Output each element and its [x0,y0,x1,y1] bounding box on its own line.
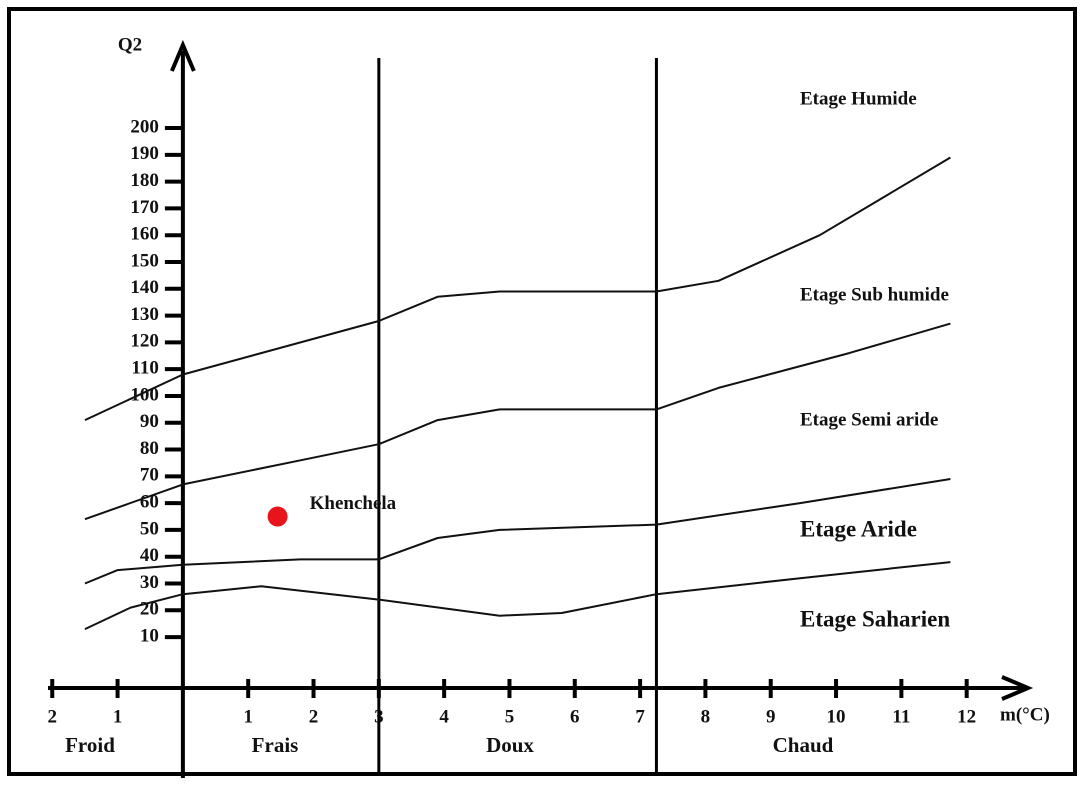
zone-label: Doux [486,733,534,757]
y-tick-label: 40 [140,545,159,566]
x-tick-label: 9 [766,706,776,727]
y-tick-label: 90 [140,411,159,432]
y-tick-label: 180 [130,170,159,191]
y-axis-label: Q2 [118,34,142,55]
y-tick-label: 160 [130,224,159,245]
y-tick-label: 200 [130,116,159,137]
x-axis-label: m(°C) [1000,704,1050,725]
boundary-curve [84,156,951,422]
y-tick-label: 10 [140,625,159,646]
y-tick-label: 60 [140,491,159,512]
zone-label: Chaud [773,733,834,757]
stage-label: Etage Semi aride [800,409,938,430]
x-tick-label: 4 [439,706,449,727]
x-tick-label: 11 [892,706,910,727]
station-point [267,506,288,527]
y-tick-label: 150 [130,250,159,271]
x-tick-label: 7 [635,706,645,727]
station-label: Khenchela [310,493,397,514]
y-tick-label: 170 [130,197,159,218]
stage-label: Etage Sub humide [800,284,949,305]
y-tick-label: 70 [140,465,159,486]
y-axis-arrow [170,39,196,72]
y-tick-label: 110 [131,358,158,379]
x-tick-label: 8 [701,706,711,727]
boundary-curve [84,478,951,585]
x-tick-label: 2 [309,706,319,727]
y-tick-label: 30 [140,572,159,593]
x-tick-label: 6 [570,706,580,727]
stage-label: Etage Aride [800,516,917,541]
boundary-curve [84,322,951,521]
x-tick-label: 1 [113,706,123,727]
stage-label: Etage Humide [800,88,917,109]
y-tick-label: 50 [140,518,159,539]
x-tick-label: 1 [243,706,253,727]
y-tick-label: 80 [140,438,159,459]
x-axis-arrow [1001,675,1034,701]
zone-label: Froid [65,733,115,757]
zone-label: Frais [252,733,299,757]
y-tick-label: 140 [130,277,159,298]
x-tick-label: 2 [48,706,58,727]
y-tick-label: 120 [130,331,159,352]
x-tick-label: 5 [505,706,515,727]
x-tick-label: 10 [827,706,846,727]
x-tick-label: 12 [957,706,976,727]
y-tick-label: 130 [130,304,159,325]
frame [7,7,1077,776]
y-tick-label: 190 [130,143,159,164]
stage-label: Etage Saharien [800,606,950,631]
boundary-curve [84,561,951,631]
